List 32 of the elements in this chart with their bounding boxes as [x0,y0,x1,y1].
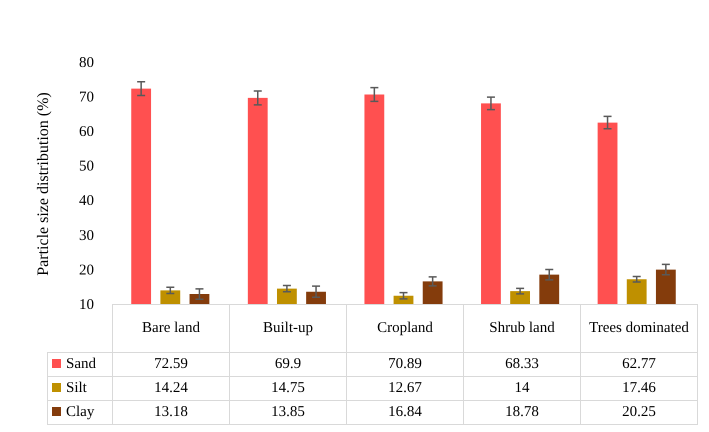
y-axis-title: Particle size distribution (%) [34,92,52,276]
y-tick-label: 30 [79,228,94,244]
data-label: 14.24 [112,376,230,400]
y-tick-label: 40 [79,193,94,210]
data-label: 69.9 [230,352,346,376]
data-label: 62.77 [580,352,698,376]
data-label: 16.84 [346,400,464,424]
y-tick-label: 10 [79,296,94,313]
legend-label: Sand [48,352,112,376]
data-label: 70.89 [346,352,464,376]
legend-label: Silt [48,376,112,400]
legend-label: Clay [48,400,112,424]
x-tick-label: Trees dominated [580,304,698,352]
x-tick-label: Shrub land [464,304,580,352]
data-label: 14.75 [230,376,346,400]
data-label: 20.25 [580,400,698,424]
y-tick-label: 20 [79,262,94,278]
data-label: 14 [464,376,580,400]
y-tick-label: 80 [79,54,94,71]
y-tick-label: 70 [79,90,94,106]
data-label: 72.59 [112,352,230,376]
x-tick-label: Built-up [230,304,346,352]
data-label: 12.67 [346,376,464,400]
data-label: 13.18 [112,400,230,424]
data-label: 68.33 [464,352,580,376]
x-tick-label: Bare land [112,304,230,352]
y-tick-label: 50 [79,158,94,175]
data-label: 18.78 [464,400,580,424]
x-tick-label: Cropland [346,304,464,352]
data-label: 13.85 [230,400,346,424]
data-label: 17.46 [580,376,698,400]
y-tick-label: 60 [79,124,94,140]
